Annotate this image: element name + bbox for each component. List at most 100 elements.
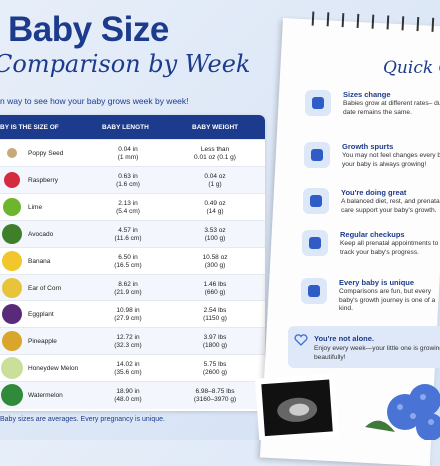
note-text: Enjoy every week—your little one is grow… <box>314 345 440 361</box>
weight-metric: (660 g) <box>204 288 226 296</box>
weight: 1.46 lbs <box>203 280 227 288</box>
length: 6.50 in <box>118 253 138 261</box>
weight-metric: (2600 g) <box>202 369 228 377</box>
length-metric: (32.3 cm) <box>114 342 142 350</box>
column-header: BY IS THE SIZE OF <box>0 124 59 131</box>
weight-cell: 10.58 oz (300 g) <box>180 254 250 270</box>
item-name: Lime <box>28 203 43 211</box>
table-row: Honeydew Melon 14.02 in (35.6 cm) 5.75 lbs(… <box>0 354 265 382</box>
table-row: Pineapple 12.72 in (32.3 cm) 3.97 lbs (1800 … <box>0 327 265 356</box>
weight-cell: 2.54 lbs (1150 g) <box>180 307 250 323</box>
footnote: Baby sizes are averages. Every pregnancy… <box>0 416 165 423</box>
subtitle: Comparison by Week <box>0 50 251 78</box>
length-cell: 8.62 in (21.9 cm) <box>93 281 163 297</box>
weight: Less than <box>200 146 230 153</box>
length-metric: (5.4 cm) <box>116 207 140 215</box>
weight-cell: 3.53 oz (100 g) <box>180 227 250 243</box>
size-table: BY IS THE SIZE OF BABY LENGTH BABY WEIGH… <box>0 115 265 411</box>
guide-item-title: You're doing great <box>341 188 407 197</box>
weight-metric: (14 g) <box>206 207 224 215</box>
icon-glyph <box>308 285 320 297</box>
length: 18.90 in <box>116 388 140 396</box>
table-body: Poppy Seed 0.04 in (1 mm) Less than 0.01 oz … <box>0 139 265 411</box>
weight-cell: 1.46 lbs (660 g) <box>180 281 250 297</box>
weight: 3.53 oz <box>204 226 226 234</box>
length-metric: (35.6 cm) <box>114 369 142 377</box>
table-row: Avocado 4.57 in (11.6 cm) 3.53 oz (100 g) <box>0 219 265 248</box>
spiral <box>311 11 435 32</box>
item-icon <box>2 277 22 298</box>
icon-glyph <box>311 149 323 161</box>
length: 8.62 in <box>118 280 138 288</box>
item-name: Banana <box>28 257 51 265</box>
item-name: Raspberry <box>28 176 58 184</box>
item-icon <box>7 148 17 158</box>
length-metric: (1 mm) <box>117 154 139 161</box>
weight: 5.75 lbs <box>203 361 227 369</box>
note-title: You're not alone. <box>314 334 374 343</box>
length: 2.13 in <box>118 199 138 207</box>
title: Baby Size <box>8 10 169 49</box>
item-icon <box>4 171 20 188</box>
length: 4.57 in <box>118 226 138 234</box>
weight: 2.54 lbs <box>203 307 227 315</box>
guide-item-title: Growth spurts <box>342 142 394 151</box>
guide-item-text: Keep all prenatal appointments to track … <box>340 240 439 256</box>
weight-cell: 0.04 oz (1 g) <box>180 173 250 189</box>
weight-cell: 0.49 oz (14 g) <box>180 200 250 216</box>
length-cell: 10.98 in (27.9 cm) <box>93 307 163 323</box>
item-icon <box>2 223 22 244</box>
table-row: Eggplant 10.98 in (27.9 cm) 2.54 lbs (1150 g… <box>0 300 265 328</box>
item-name: Ear of Corn <box>28 284 62 292</box>
length-cell: 14.02 in (35.6 cm) <box>93 361 163 377</box>
length-metric: (48.0 cm) <box>114 396 142 404</box>
length-metric: (27.9 cm) <box>114 315 142 323</box>
guide-item-title: Sizes change <box>343 90 391 99</box>
weight-metric: (3160–3970 g) <box>193 396 237 404</box>
guide-item-text: Comparisons are fun, but every baby's gr… <box>339 288 436 312</box>
table-row: Raspberry 0.63 in (1.6 cm) 0.04 oz (1 g) <box>0 165 265 194</box>
length: 0.04 in <box>118 146 138 153</box>
weight: 0.04 oz <box>204 172 226 180</box>
item-name: Honeydew Melon <box>28 365 79 373</box>
table-header: BY IS THE SIZE OF BABY LENGTH BABY WEIGH… <box>0 115 265 139</box>
item-icon <box>2 304 22 325</box>
weight-cell: 5.75 lbs (2600 g) <box>180 361 250 377</box>
length-cell: 18.90 in (48.0 cm) <box>93 388 163 404</box>
guide-icon <box>303 188 329 214</box>
guide-item-text: You may not feel changes every but your … <box>342 152 440 168</box>
item-icon <box>3 197 21 216</box>
column-header: BABY WEIGHT <box>192 124 239 131</box>
length-metric: (16.5 cm) <box>114 261 142 269</box>
weight-metric: 0.01 oz (0.1 g) <box>194 154 236 161</box>
note-box: You're not alone. Enjoy every week—your … <box>288 326 440 368</box>
table-row: Banana 6.50 in (16.5 cm) 10.58 oz (300 g) <box>0 246 265 275</box>
weight-metric: (1150 g) <box>203 315 227 323</box>
length-metric: (21.9 cm) <box>114 288 142 296</box>
guide-title: Quick G <box>383 58 440 78</box>
guide-item-title: Every baby is unique <box>339 278 415 287</box>
notebook <box>259 11 440 466</box>
guide-item-text: A balanced diet, rest, and prenata care … <box>341 198 440 214</box>
weight: 3.97 lbs <box>203 334 227 342</box>
table-row: Ear of Corn 8.62 in (21.9 cm) 1.46 lbs (660 … <box>0 273 265 302</box>
weight-cell: 3.97 lbs (1800 g) <box>180 334 250 350</box>
guide-icon <box>304 142 330 168</box>
item-name: Watermelon <box>28 392 63 400</box>
length: 14.02 in <box>116 361 140 369</box>
item-name: Poppy Seed <box>28 150 64 157</box>
length-cell: 4.57 in (11.6 cm) <box>93 227 163 243</box>
tagline: n way to see how your baby grows week by… <box>0 96 189 106</box>
item-name: Avocado <box>28 230 54 238</box>
item-icon <box>2 250 22 271</box>
weight-metric: (300 g) <box>204 261 226 269</box>
length: 10.98 in <box>116 307 140 315</box>
length: 12.72 in <box>116 334 140 342</box>
weight-metric: (1800 g) <box>202 342 228 350</box>
weight: 6.98–8.75 lbs <box>195 388 235 396</box>
icon-glyph <box>309 237 321 249</box>
length-metric: (1.6 cm) <box>116 180 140 188</box>
heart-icon <box>294 334 308 346</box>
item-icon <box>1 357 23 380</box>
length-cell: 2.13 in (5.4 cm) <box>93 200 163 216</box>
